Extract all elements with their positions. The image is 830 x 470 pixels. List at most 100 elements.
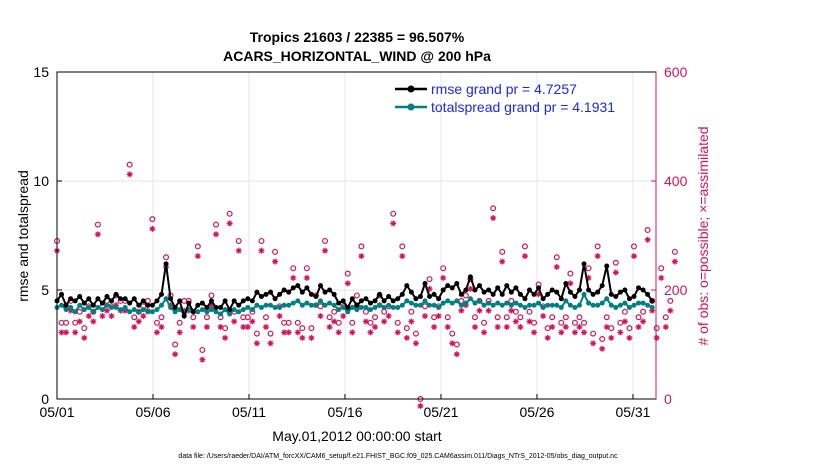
obs-possible-point xyxy=(353,292,360,299)
obs-assimilated-point xyxy=(449,340,456,347)
obs-possible-point xyxy=(571,319,578,326)
obs-assimilated-point xyxy=(149,225,156,232)
spread-point xyxy=(367,307,373,313)
rmse-point xyxy=(622,287,628,293)
rmse-point xyxy=(304,285,310,291)
spread-point xyxy=(613,304,619,310)
series-lines xyxy=(54,261,655,320)
obs-possible-point xyxy=(653,325,660,332)
rmse-point xyxy=(140,298,146,304)
x-tick-label: 05/26 xyxy=(519,404,554,420)
x-tick-label: 05/01 xyxy=(39,404,74,420)
obs-assimilated-point xyxy=(667,307,674,314)
rmse-point xyxy=(327,287,333,293)
rmse-point xyxy=(599,283,605,289)
rmse-point xyxy=(118,296,124,302)
spread-point xyxy=(440,300,446,306)
rmse-point xyxy=(322,289,328,295)
spread-point xyxy=(245,304,251,310)
spread-point xyxy=(549,302,555,308)
obs-assimilated-point xyxy=(390,220,397,227)
spread-point xyxy=(90,309,96,315)
obs-possible-point xyxy=(63,319,70,326)
y-tick-label: 0 xyxy=(41,391,49,407)
spread-point xyxy=(158,302,164,308)
rmse-point xyxy=(481,289,487,295)
rmse-point xyxy=(508,289,514,295)
rmse-point xyxy=(72,298,78,304)
rmse-point xyxy=(145,302,151,308)
obs-possible-point xyxy=(367,319,374,326)
rmse-point xyxy=(195,302,201,308)
obs-assimilated-point xyxy=(553,264,560,271)
rmse-point xyxy=(208,298,214,304)
obs-possible-point xyxy=(203,314,210,321)
rmse-point xyxy=(440,287,446,293)
rmse-point xyxy=(172,304,178,310)
y-tick-label: 10 xyxy=(33,173,49,189)
obs-possible-point xyxy=(81,325,88,332)
obs-possible-point xyxy=(531,319,538,326)
rmse-point xyxy=(81,300,87,306)
obs-assimilated-point xyxy=(435,313,442,320)
rmse-point xyxy=(281,287,287,293)
rmse-point xyxy=(372,298,378,304)
obs-possible-point xyxy=(172,341,179,348)
obs-assimilated-point xyxy=(276,313,283,320)
rmse-point xyxy=(345,304,351,310)
y-tick-label-right: 600 xyxy=(664,64,688,80)
spread-point xyxy=(467,296,473,302)
obs-assimilated-point xyxy=(244,323,251,330)
spread-point xyxy=(540,304,546,310)
spread-point xyxy=(154,307,160,313)
obs-assimilated-point xyxy=(599,345,606,352)
obs-assimilated-point xyxy=(262,323,269,330)
rmse-point xyxy=(377,291,383,297)
obs-possible-point xyxy=(544,325,551,332)
spread-point xyxy=(590,302,596,308)
obs-possible-point xyxy=(612,259,619,266)
spread-point xyxy=(604,296,610,302)
footnote: data file: /Users/raeder/DAI/ATM_forcXX/… xyxy=(178,453,618,460)
spread-point xyxy=(377,302,383,308)
obs-possible-point xyxy=(394,319,401,326)
obs-possible-point xyxy=(331,308,338,315)
spread-point xyxy=(354,307,360,313)
spread-point xyxy=(486,300,492,306)
obs-assimilated-point xyxy=(258,247,265,254)
obs-possible-point xyxy=(630,243,637,250)
obs-assimilated-point xyxy=(467,285,474,292)
rmse-point xyxy=(495,285,501,291)
obs-possible-point xyxy=(553,254,560,261)
rmse-point xyxy=(186,300,192,306)
obs-assimilated-point xyxy=(630,253,637,260)
obs-assimilated-point xyxy=(490,214,497,221)
rmse-point xyxy=(367,300,373,306)
rmse-point xyxy=(190,309,196,315)
obs-assimilated-point xyxy=(576,323,583,330)
x-axis-label: May.01,2012 00:00:00 start xyxy=(272,428,442,444)
spread-point xyxy=(558,304,564,310)
rmse-point xyxy=(549,287,555,293)
spread-point xyxy=(204,309,210,315)
spread-point xyxy=(622,300,628,306)
y-tick-label-right: 200 xyxy=(664,282,688,298)
obs-possible-point xyxy=(426,276,433,283)
spread-point xyxy=(490,302,496,308)
spread-point xyxy=(336,307,342,313)
obs-assimilated-point xyxy=(349,329,356,336)
spread-point xyxy=(536,300,542,306)
rmse-point xyxy=(449,285,455,291)
obs-assimilated-point xyxy=(521,253,528,260)
obs-possible-point xyxy=(581,319,588,326)
rmse-point xyxy=(586,287,592,293)
rmse-point xyxy=(299,289,305,295)
rmse-point xyxy=(595,289,601,295)
spread-point xyxy=(104,302,110,308)
obs-possible-point xyxy=(626,325,633,332)
obs-assimilated-point xyxy=(540,313,547,320)
spread-point xyxy=(349,304,355,310)
spread-point xyxy=(163,296,169,302)
obs-assimilated-point xyxy=(367,329,374,336)
obs-assimilated-point xyxy=(322,247,329,254)
